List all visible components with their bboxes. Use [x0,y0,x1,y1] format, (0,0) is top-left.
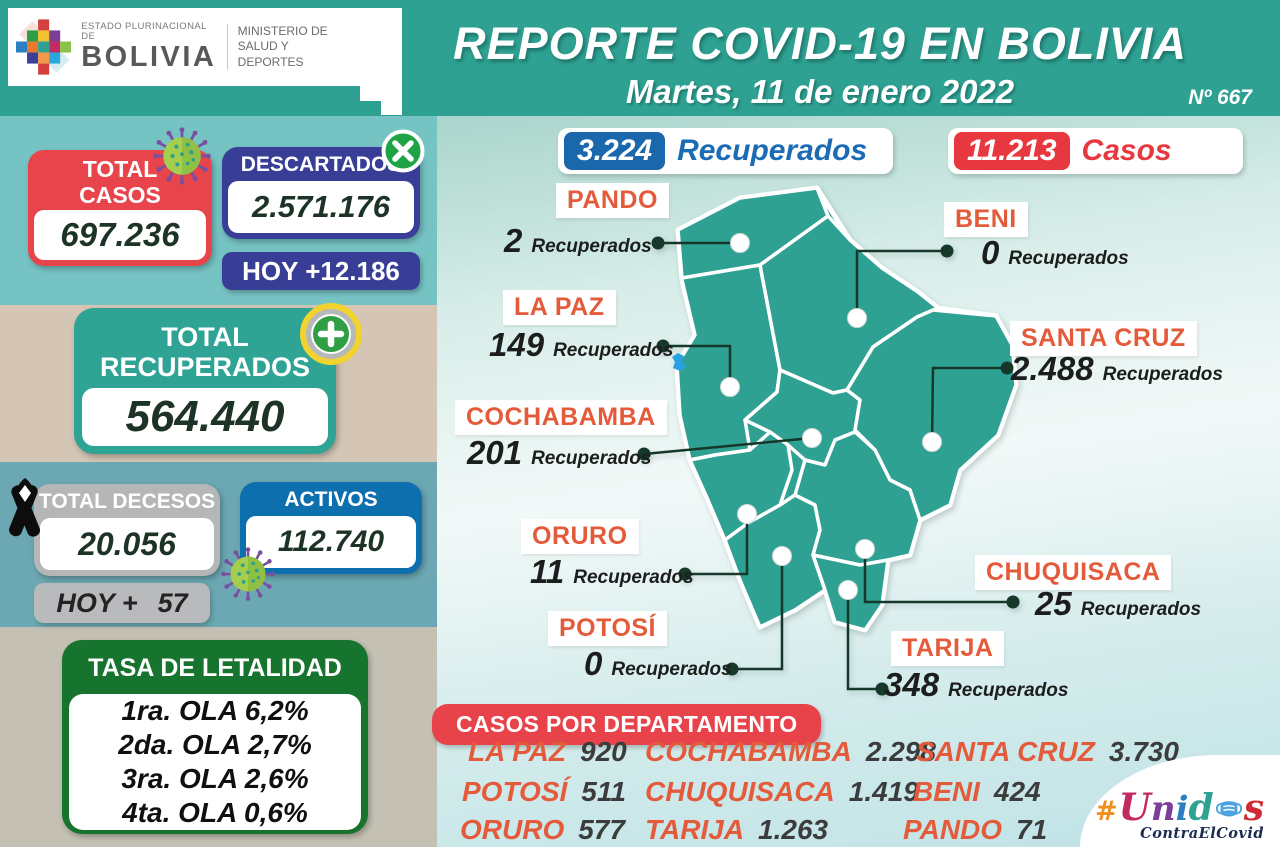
total-recuperados-card: TOTAL RECUPERADOS 564.440 [74,308,336,454]
virus-icon [152,126,212,186]
plus-circle-icon [300,303,362,365]
ministry-text: MINISTERIO DE SALUD Y DEPORTES [237,23,328,69]
dept-label-tarija: TARIJA [891,631,1005,666]
dept-label-potosi: POTOSÍ [548,611,668,646]
cases-total-badge: 11.213 Casos [948,128,1243,174]
dept-recovered-pando: 2 Recuperados [504,222,652,259]
tasa-letalidad-label: TASA DE LETALIDAD [88,653,342,682]
total-decesos-label: TOTAL DECESOS [38,490,216,513]
dept-recovered-cochabamba: 201 Recuperados [467,434,652,471]
case-item-chuquisaca: CHUQUISACA 1.419 [645,776,919,807]
dept-label-la-paz: LA PAZ [503,290,616,325]
dept-label-chuquisaca: CHUQUISACA [975,555,1172,590]
decesos-today-pill: HOY + 57 [34,583,210,623]
dept-label-cochabamba: COCHABAMBA [455,400,667,435]
dept-recovered-la-paz: 149 Recuperados [489,326,674,363]
map-marker-dots [720,233,942,600]
mask-icon [1215,799,1243,823]
mourning-ribbon-icon [9,478,40,537]
dept-recovered-oruro: 11 Recuperados [530,553,694,590]
dept-recovered-potosi: 0 Recuperados [584,645,732,682]
case-item-beni: BENI 424 [913,776,1041,807]
total-decesos-card: TOTAL DECESOS 20.056 [34,484,220,576]
wiphala-cross-icon [16,19,72,75]
recovered-total-badge: 3.224 Recuperados [558,128,893,174]
footer-corner: #Unid s ContraElCovid [1080,755,1280,847]
total-recuperados-label: TOTAL RECUPERADOS [99,322,311,382]
tasa-row: 4ta. OLA 0,6% [122,797,308,828]
dept-label-beni: BENI [944,202,1028,237]
case-item-tarija: TARIJA 1.263 [645,814,829,845]
lake-titicaca-icon [672,353,686,371]
recovered-total-value: 3.224 [564,132,666,170]
case-item-pando: PANDO 71 [903,814,1048,845]
report-number: Nº 667 [1188,86,1252,109]
activos-value: 112.740 [246,516,416,568]
activos-card: ACTIVOS 112.740 [240,482,422,574]
case-item-potosi: POTOSÍ 511 [462,776,626,807]
logo-bolivia-text: BOLIVIA [81,41,217,73]
total-recuperados-value: 564.440 [82,388,328,446]
tasa-row: 1ra. OLA 6,2% [121,695,309,726]
activos-label: ACTIVOS [284,488,378,511]
total-decesos-value: 20.056 [40,518,214,570]
tasa-row: 2da. OLA 2,7% [118,729,312,760]
header-step-decoration [360,8,381,101]
logo-divider [226,24,228,70]
dept-label-pando: PANDO [556,183,669,218]
descartados-label: DESCARTADOS [240,153,402,176]
case-item-santa-cruz: SANTA CRUZ 3.730 [916,736,1179,767]
total-casos-label: TOTAL CASOS [79,156,161,208]
descartados-card: DESCARTADOS 2.571.176 [222,147,420,239]
government-logo: ESTADO PLURINACIONAL DE BOLIVIA MINISTER… [8,8,360,86]
case-item-cochabamba: COCHABAMBA 2.298 [645,736,936,767]
dept-recovered-santa-cruz: 2.488 Recuperados [1011,350,1223,387]
dept-label-oruro: ORURO [521,519,639,554]
header: ESTADO PLURINACIONAL DE BOLIVIA MINISTER… [0,0,1280,116]
dept-recovered-beni: 0 Recuperados [981,234,1129,271]
total-casos-value: 697.236 [34,210,206,260]
logo-estado-text: ESTADO PLURINACIONAL DE [81,21,207,42]
label-dots [637,236,1020,696]
report-date: Martes, 11 de enero 2022 [625,73,1015,110]
map-region-oruro [688,430,794,542]
dept-recovered-tarija: 348 Recuperados [884,666,1069,703]
total-casos-card: TOTAL CASOS 697.236 [28,150,212,266]
x-circle-icon [381,129,425,173]
map-connector-lines [643,241,1013,691]
unidos-contra-el-covid-logo: #Unid s ContraElCovid [1094,784,1264,842]
bolivia-map [637,185,1020,696]
page-title: REPORTE COVID-19 EN BOLIVIA [453,18,1187,69]
dept-label-santa-cruz: SANTA CRUZ [1010,321,1197,356]
header-step-decoration [381,8,402,115]
cases-by-department-title: CASOS POR DEPARTAMENTO [432,704,822,745]
dept-recovered-chuquisaca: 25 Recuperados [1035,585,1202,622]
case-item-la-paz: LA PAZ 920 [468,736,627,767]
descartados-today-pill: HOY +12.186 [222,252,420,290]
case-item-oruro: ORURO 577 [460,814,625,845]
map-region-chuquisaca [793,430,922,567]
cases-total-value: 11.213 [954,132,1070,170]
virus-icon [220,546,276,602]
tasa-row: 3ra. OLA 2,6% [121,763,309,794]
descartados-value: 2.571.176 [228,181,414,233]
tasa-letalidad-card: TASA DE LETALIDAD 1ra. OLA 6,2% 2da. OLA… [62,640,368,834]
